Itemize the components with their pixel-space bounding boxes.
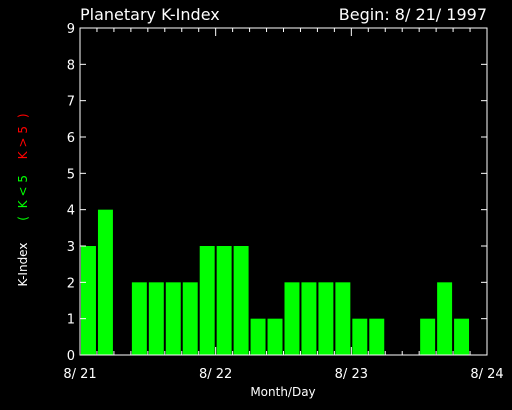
begin-date-label: Begin: 8/ 21/ 1997: [339, 5, 487, 24]
y-axis-label-green: K < 5: [16, 175, 30, 208]
y-axis-title: K-Index ( K < 5 K > 5 ): [16, 113, 30, 286]
y-tick-label: 3: [67, 240, 75, 255]
k-index-bar: [81, 246, 96, 355]
k-index-bar: [250, 318, 266, 355]
svg-text:K-Index ( K < 5: K-Index ( K < 5 K > 5 ): [16, 113, 30, 286]
y-tick-label: 7: [67, 95, 75, 110]
x-tick-label: 8/ 24: [470, 367, 503, 382]
k-index-bar: [182, 282, 198, 355]
k-index-bar: [267, 318, 283, 355]
k-index-bar: [131, 282, 147, 355]
y-tick-label: 1: [67, 313, 75, 328]
k-index-bar: [352, 318, 368, 355]
y-tick-label: 5: [67, 167, 75, 182]
k-index-bar: [335, 282, 351, 355]
k-index-bar: [318, 282, 334, 355]
x-tick-label: 8/ 21: [63, 367, 96, 382]
x-tick-label: 8/ 23: [335, 367, 368, 382]
y-tick-label: 2: [67, 276, 75, 291]
y-axis-label-open-paren: (: [16, 216, 30, 221]
k-index-bar: [301, 282, 317, 355]
k-index-bar: [97, 209, 113, 355]
chart-title: Planetary K-Index: [80, 5, 220, 24]
k-index-bar: [199, 246, 215, 355]
y-tick-label: 8: [67, 58, 75, 73]
axes-group: 0 1 2 3 4 5 6 7 8 9 8/ 21 8/ 22 8/ 23 8/ 24: [63, 22, 503, 382]
k-index-bar: [284, 282, 300, 355]
k-index-bar: [420, 318, 436, 355]
x-tick-label: 8/ 22: [199, 367, 232, 382]
k-index-bar: [233, 246, 249, 355]
y-tick-label: 4: [67, 204, 75, 219]
k-index-bar: [454, 318, 470, 355]
y-axis-label-close-paren: ): [16, 113, 30, 118]
k-index-bar: [148, 282, 164, 355]
y-axis-label-red: K > 5: [16, 126, 30, 159]
y-tick-label: 9: [67, 22, 75, 37]
bars-group: [81, 209, 470, 355]
y-tick-label: 0: [67, 349, 75, 364]
k-index-bar: [369, 318, 385, 355]
y-axis-label-main: K-Index: [16, 243, 30, 287]
k-index-bar: [165, 282, 181, 355]
k-index-bar: [437, 282, 453, 355]
x-axis-title: Month/Day: [250, 385, 315, 399]
k-index-bar: [216, 246, 232, 355]
y-tick-label: 6: [67, 131, 75, 146]
